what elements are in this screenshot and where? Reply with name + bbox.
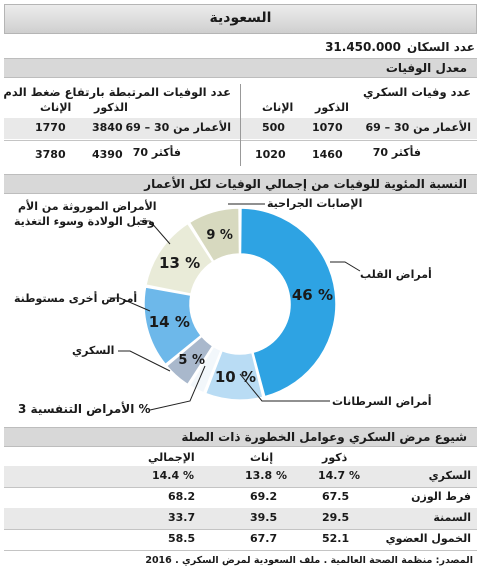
prev-col-male: ذكور	[322, 451, 348, 464]
prev-col-female: إناث	[250, 451, 274, 464]
pie-label-diabetes: السكري	[72, 344, 115, 357]
pie-slice-heart	[239, 207, 337, 398]
prev-row-label: فرط الوزن	[411, 490, 471, 503]
pie-label-injuries: الإصابات الجراحية	[267, 197, 363, 210]
pie-pct-maternal: 13 %	[159, 254, 200, 272]
pie-label-endemic: أمراض أخرى مستوطنة	[14, 292, 138, 305]
prev-row-male: 14.7 %	[318, 469, 360, 482]
bp-row-label: الأعمار من 30 – 69	[125, 121, 231, 134]
prev-col-total: الإجمالي	[148, 451, 195, 464]
pie-label-maternal-line2: وقبل الولادة وسوء التغذية	[14, 215, 155, 228]
bp-row-female: 3780	[35, 148, 66, 161]
chart-section-bar: النسبة المئوية للوفيات من إجمالي الوفيات…	[4, 174, 477, 194]
bp-deaths-title: عدد الوفيات المرتبطة بارتفاع ضغط الدم	[3, 85, 231, 99]
leader-line-diabetes	[118, 350, 171, 372]
prev-row-total: 68.2	[168, 490, 196, 503]
diabetes-row-label: الأعمار من 30 – 69	[365, 121, 471, 134]
prev-row-male: 67.5	[322, 490, 350, 503]
bp-col-female: الإناث	[40, 101, 72, 114]
pie-slice-endemic	[143, 286, 203, 366]
bp-row-male: 3840	[92, 121, 123, 134]
prev-row-label: الخمول العضوي	[385, 532, 471, 545]
prev-row-total: 58.5	[168, 532, 196, 545]
prev-row-label: السكري	[428, 469, 471, 482]
prev-row-female: 13.8 %	[245, 469, 287, 482]
diabetes-row-male: 1460	[312, 148, 343, 161]
chart-title: النسبة المئوية للوفيات من إجمالي الوفيات…	[144, 177, 467, 191]
pie-pct-cancer: 10 %	[215, 368, 256, 386]
prev-row-male: 52.1	[322, 532, 350, 545]
prev-row-total: 14.4 %	[152, 469, 194, 482]
prev-row-band	[4, 508, 477, 529]
prev-row-divider	[4, 550, 477, 551]
bp-row-male: 4390	[92, 148, 123, 161]
prevalence-section-bar: شيوع مرض السكري وعوامل الخطورة ذات الصلة	[4, 427, 477, 447]
pie-label-maternal-line1: الأمراض الموروثة من الأم	[18, 200, 157, 213]
source-note: المصدر: منظمة الصحة العالمية . ملف السعو…	[145, 555, 473, 566]
mortality-section-bar: معدل الوفيات	[4, 58, 477, 78]
mortality-tables-divider	[240, 84, 241, 166]
pie-slice-injuries	[188, 207, 241, 263]
leader-line-respiratory	[149, 365, 206, 411]
bp-col-male: الذكور	[94, 101, 128, 114]
mortality-section-title: معدل الوفيات	[385, 61, 467, 75]
country-header: السعودية	[4, 4, 477, 34]
diabetes-row-female: 1020	[255, 148, 286, 161]
prev-row-band	[4, 466, 477, 487]
pie-pct-injuries: 9 %	[206, 228, 233, 243]
diabetes-col-male: الذكور	[315, 101, 349, 114]
leader-line-maternal	[140, 220, 171, 245]
population-label: عدد السكان	[406, 40, 475, 54]
prev-row-male: 29.5	[322, 511, 350, 524]
pie-slice-respiratory	[188, 345, 223, 394]
bp-row-female: 1770	[35, 121, 66, 134]
leader-line-cancer	[239, 373, 330, 402]
prev-row-label: السمنة	[433, 511, 471, 524]
prev-row-divider	[4, 487, 477, 488]
prev-row-female: 69.2	[250, 490, 278, 503]
pie-slice-cancer	[204, 349, 264, 401]
prevalence-section-title: شيوع مرض السكري وعوامل الخطورة ذات الصلة	[181, 430, 467, 444]
prev-row-female: 39.5	[250, 511, 278, 524]
pie-label-heart: أمراض القلب	[360, 268, 432, 281]
leader-line-heart	[330, 261, 361, 272]
prev-row-divider	[4, 529, 477, 530]
diabetes-deaths-title: عدد وفيات السكري	[363, 85, 471, 99]
diabetes-row-label: 70 فأكثر	[372, 146, 421, 159]
mortality-donut-chart: 46 % 10 % 5 % 14 % 13 % 9 %	[110, 203, 361, 411]
bp-row-label: 70 فأكثر	[132, 146, 181, 159]
diabetes-row-male: 1070	[312, 121, 343, 134]
diabetes-row-female: 500	[262, 121, 285, 134]
population-value: 31.450.000	[325, 40, 401, 54]
pie-label-respiratory: الأمراض التنفسية 3 %	[18, 402, 151, 416]
pie-pct-diabetes: 5 %	[178, 353, 205, 368]
pie-pct-heart: 46 %	[292, 286, 333, 304]
pie-label-cancer: أمراض السرطانات	[332, 395, 432, 408]
prev-row-total: 33.7	[168, 511, 196, 524]
pie-slice-maternal	[145, 222, 214, 296]
country-title: السعودية	[209, 10, 272, 26]
prev-row-female: 67.7	[250, 532, 278, 545]
leader-line-endemic	[110, 297, 151, 312]
pie-slice-diabetes	[165, 335, 214, 386]
diabetes-col-female: الإناث	[262, 101, 294, 114]
pie-pct-endemic: 14 %	[149, 313, 190, 331]
